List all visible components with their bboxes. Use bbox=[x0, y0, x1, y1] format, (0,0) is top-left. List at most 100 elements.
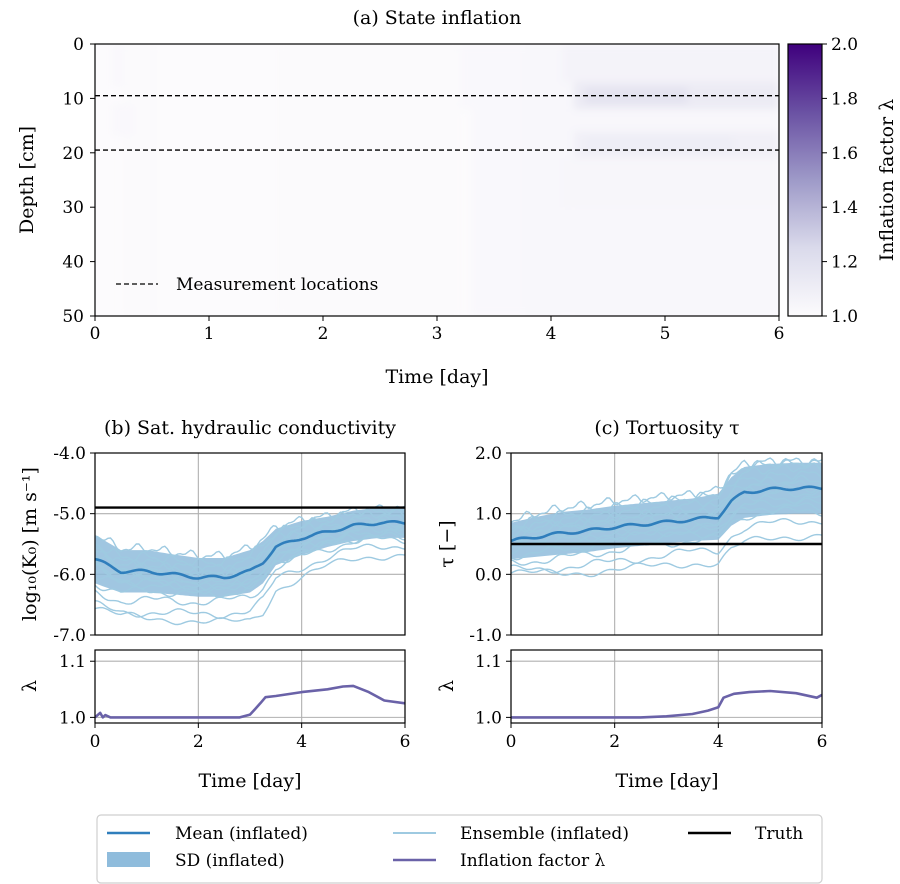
panel-a-title: (a) State inflation bbox=[353, 7, 522, 29]
colorbar-tick-label: 1.4 bbox=[831, 198, 858, 218]
ensemble-member-line bbox=[95, 521, 405, 585]
panel-b-x-ticks: 0 2 4 6 bbox=[90, 723, 411, 752]
heatmap-cell bbox=[562, 158, 779, 208]
legend-box bbox=[96, 814, 823, 884]
heatmap-cell bbox=[585, 87, 688, 104]
heatmap-cell bbox=[112, 103, 135, 137]
colorbar-tick-label: 1.8 bbox=[831, 89, 858, 109]
x-tick-label: 4 bbox=[713, 732, 724, 752]
x-tick-label: 2 bbox=[193, 732, 204, 752]
x-tick-label: 2 bbox=[318, 324, 329, 344]
colorbar-tick-label: 2.0 bbox=[831, 35, 858, 55]
y-tick-label: 0.0 bbox=[475, 565, 502, 585]
y-tick-label: -1.0 bbox=[469, 626, 502, 646]
heatmap-cell bbox=[585, 136, 734, 153]
y-tick-label: -6.0 bbox=[53, 565, 86, 585]
y-tick-label: 1.0 bbox=[59, 708, 86, 728]
panel-c-lambda-series bbox=[511, 689, 822, 719]
legend-mean-label: Mean (inflated) bbox=[175, 824, 308, 844]
panel-c-lambda-label: λ bbox=[436, 680, 458, 692]
heatmap-cell bbox=[562, 44, 779, 83]
panel-b-y-label: log₁₀(K₀) [m s⁻¹] bbox=[19, 467, 41, 621]
panel-b-x-label: Time [day] bbox=[198, 770, 301, 792]
mean-line bbox=[511, 485, 822, 543]
x-tick-label: 6 bbox=[400, 732, 411, 752]
heatmap-blur-group bbox=[112, 44, 779, 316]
y-tick-label: 1.0 bbox=[475, 505, 502, 525]
measurement-legend-label: Measurement locations bbox=[176, 275, 378, 295]
panel-c-frame bbox=[510, 452, 823, 636]
ensemble-member-line bbox=[511, 517, 822, 574]
panel-b-lambda-frame bbox=[94, 649, 406, 724]
heatmap-cell bbox=[522, 44, 569, 316]
x-tick-label: 0 bbox=[506, 732, 517, 752]
colorbar-tick-label: 1.6 bbox=[831, 144, 858, 164]
ensemble-member-line bbox=[511, 457, 822, 524]
ensemble-member-line bbox=[95, 543, 405, 620]
panel-b-ensemble bbox=[95, 504, 405, 626]
panel-a-x-label: Time [day] bbox=[385, 366, 488, 388]
ensemble-member-line bbox=[511, 502, 822, 561]
ensemble-member-line bbox=[95, 505, 405, 567]
panel-b-lambda-grid bbox=[94, 650, 406, 723]
ensemble-member-line bbox=[95, 514, 405, 580]
panel-b-lambda-series bbox=[95, 684, 405, 719]
ensemble-member-line bbox=[511, 533, 822, 578]
panel-c-x-label: Time [day] bbox=[615, 770, 718, 792]
x-tick-label: 2 bbox=[609, 732, 620, 752]
panel-b: (b) Sat. hydraulic conductivity -7.0 -6.0… bbox=[19, 417, 410, 792]
panel-b-grid bbox=[94, 452, 406, 636]
figure-legend: Mean (inflated) SD (inflated) Ensemble (… bbox=[96, 814, 823, 884]
colorbar bbox=[787, 43, 823, 317]
legend-ensemble-label: Ensemble (inflated) bbox=[460, 824, 629, 844]
y-tick-label: -4.0 bbox=[53, 444, 86, 464]
panel-b-mean bbox=[95, 520, 405, 580]
legend-sd-swatch bbox=[107, 852, 150, 867]
y-tick-label: -5.0 bbox=[53, 505, 86, 525]
heatmap-cell bbox=[123, 44, 158, 316]
panel-b-title: (b) Sat. hydraulic conductivity bbox=[104, 417, 396, 439]
panel-b-lambda-y-ticks: 1.0 1.1 bbox=[59, 652, 95, 728]
x-tick-label: 6 bbox=[774, 324, 785, 344]
ensemble-member-line bbox=[511, 497, 822, 555]
y-tick-label: 1.0 bbox=[475, 708, 502, 728]
y-tick-label: 20 bbox=[62, 144, 84, 164]
ensemble-member-line bbox=[95, 531, 405, 599]
legend-lambda-label: Inflation factor λ bbox=[460, 851, 606, 871]
x-tick-label: 4 bbox=[296, 732, 307, 752]
x-tick-label: 0 bbox=[90, 732, 101, 752]
panel-a-y-ticks: 0 10 20 30 40 50 bbox=[62, 35, 95, 327]
y-tick-label: 10 bbox=[62, 89, 84, 109]
panel-a-y-label: Depth [cm] bbox=[16, 126, 38, 234]
legend-sd-label: SD (inflated) bbox=[175, 851, 285, 871]
y-tick-label: 40 bbox=[62, 253, 84, 273]
ensemble-member-line bbox=[511, 474, 822, 537]
colorbar-tick-label: 1.2 bbox=[831, 253, 858, 273]
ensemble-member-line bbox=[95, 553, 405, 626]
y-tick-label: 1.1 bbox=[59, 652, 86, 672]
ensemble-member-line bbox=[95, 529, 405, 595]
heatmap-cell bbox=[471, 44, 523, 316]
lambda-line bbox=[511, 689, 822, 719]
legend-truth-label: Truth bbox=[755, 824, 803, 844]
panel-b-lambda-label: λ bbox=[19, 680, 41, 692]
y-tick-label: 30 bbox=[62, 198, 84, 218]
panel-c-y-label: τ [−] bbox=[436, 520, 458, 567]
lambda-line bbox=[95, 684, 405, 719]
heatmap-cells bbox=[112, 44, 779, 316]
x-tick-label: 3 bbox=[432, 324, 443, 344]
colorbar-tick-label: 1.0 bbox=[831, 307, 858, 327]
y-tick-label: -7.0 bbox=[53, 626, 86, 646]
x-tick-label: 6 bbox=[817, 732, 828, 752]
panel-c-x-ticks: 0 2 4 6 bbox=[506, 723, 828, 752]
panel-c-mean bbox=[511, 485, 822, 543]
panel-c-lambda-y-ticks: 1.0 1.1 bbox=[475, 652, 511, 728]
panel-c-title: (c) Tortuosity τ bbox=[594, 417, 739, 439]
panel-b-frame bbox=[94, 452, 406, 636]
y-tick-label: 2.0 bbox=[475, 444, 502, 464]
colorbar-ticks: 1.0 1.2 1.4 1.6 1.8 2.0 bbox=[822, 35, 858, 327]
y-tick-label: 1.1 bbox=[475, 652, 502, 672]
x-tick-label: 4 bbox=[546, 324, 557, 344]
y-tick-label: 50 bbox=[62, 307, 84, 327]
